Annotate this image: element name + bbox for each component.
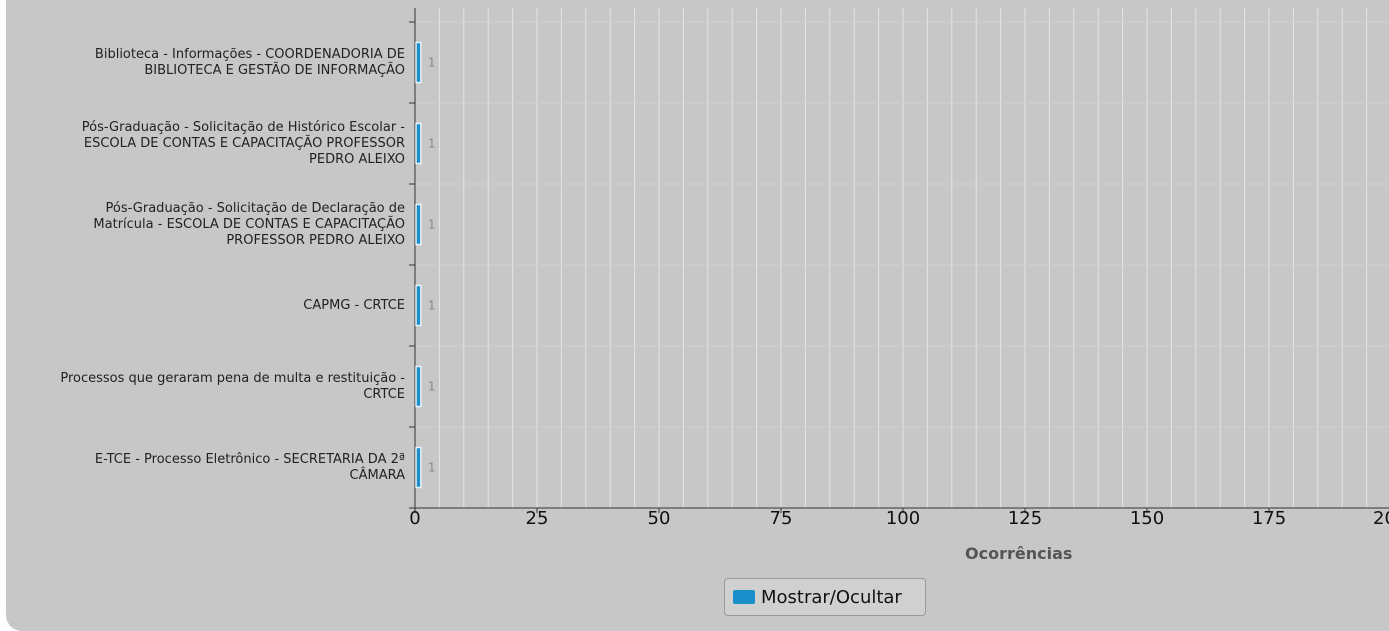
category-label: Pós-Graduação - Solicitação de Declaraçã… [93, 200, 405, 248]
x-tick-label: 25 [525, 508, 549, 529]
bar [415, 122, 422, 165]
bar [415, 41, 422, 84]
legend-toggle-button[interactable]: Mostrar/Ocultar [724, 578, 926, 616]
chart-panel [6, 0, 1389, 631]
category-label: Processos que geraram pena de multa e re… [60, 370, 405, 402]
legend-swatch [733, 590, 755, 604]
x-tick-label: 100 [885, 508, 921, 529]
bar [415, 446, 422, 489]
x-tick-label: 125 [1007, 508, 1043, 529]
bar [415, 284, 422, 327]
x-tick-label: 50 [647, 508, 671, 529]
x-tick-label: 0 [409, 508, 421, 529]
x-tick-label: 20 [1373, 508, 1389, 529]
category-label: E-TCE - Processo Eletrônico - SECRETARIA… [94, 451, 405, 483]
bar-data-label: 1 [428, 218, 436, 232]
x-axis-title: Ocorrências [965, 544, 1073, 563]
bar-data-label: 1 [428, 56, 436, 70]
bar [415, 203, 422, 246]
legend-label: Mostrar/Ocultar [761, 586, 902, 608]
category-label: Pós-Graduação - Solicitação de Histórico… [81, 119, 405, 167]
bar [415, 365, 422, 408]
bar-data-label: 1 [428, 299, 436, 313]
bar-data-label: 1 [428, 461, 436, 475]
bar-data-label: 1 [428, 137, 436, 151]
category-label: CAPMG - CRTCE [303, 297, 405, 313]
x-tick-label: 75 [769, 508, 793, 529]
bar-data-label: 1 [428, 380, 436, 394]
x-tick-label: 175 [1251, 508, 1287, 529]
x-tick-label: 150 [1129, 508, 1165, 529]
category-label: Biblioteca - Informações - COORDENADORIA… [94, 46, 405, 78]
